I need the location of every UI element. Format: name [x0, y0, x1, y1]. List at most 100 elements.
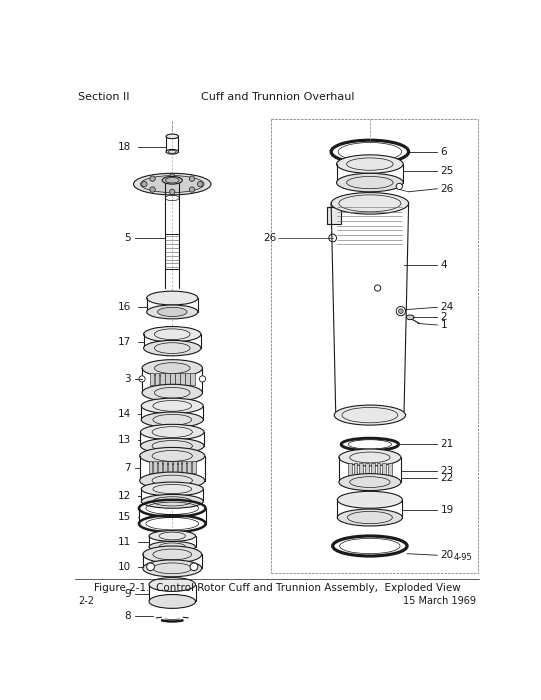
Ellipse shape [147, 291, 198, 305]
Circle shape [169, 174, 175, 179]
Ellipse shape [337, 155, 403, 174]
Ellipse shape [154, 363, 190, 374]
Bar [187, 461, 191, 473]
Bar [173, 461, 176, 473]
Ellipse shape [143, 340, 201, 356]
Ellipse shape [334, 405, 406, 425]
Text: 4: 4 [440, 260, 447, 270]
Circle shape [396, 307, 406, 316]
Bar [377, 463, 380, 477]
Circle shape [374, 285, 381, 291]
Ellipse shape [142, 384, 202, 401]
Ellipse shape [149, 578, 195, 592]
Text: 10: 10 [118, 562, 131, 572]
Bar [154, 461, 157, 473]
Bar [359, 463, 363, 477]
Bar [371, 463, 375, 477]
Bar [177, 461, 181, 473]
Bar [149, 461, 153, 473]
Text: 19: 19 [440, 505, 454, 514]
Bar [354, 463, 358, 477]
Ellipse shape [166, 134, 179, 139]
Circle shape [139, 376, 145, 382]
Ellipse shape [143, 546, 202, 563]
Ellipse shape [140, 472, 205, 489]
Text: 12: 12 [118, 491, 131, 501]
Text: Figure 2-1.  Control Rotor Cuff and Trunnion Assembly,  Exploded View: Figure 2-1. Control Rotor Cuff and Trunn… [94, 583, 461, 594]
Circle shape [142, 181, 147, 187]
Bar [150, 372, 154, 385]
Ellipse shape [338, 509, 403, 526]
Circle shape [189, 176, 195, 181]
Bar [168, 461, 172, 473]
Text: 9: 9 [124, 589, 131, 598]
Bar [160, 372, 164, 385]
Text: Section II: Section II [78, 92, 130, 102]
Text: Cuff and Trunnion Overhaul: Cuff and Trunnion Overhaul [201, 92, 354, 102]
Text: 23: 23 [440, 466, 454, 475]
Bar [365, 463, 369, 477]
Ellipse shape [149, 594, 195, 608]
Bar [159, 461, 162, 473]
Text: 15 March 1969: 15 March 1969 [403, 596, 476, 606]
Text: 26: 26 [263, 233, 277, 243]
Text: 22: 22 [440, 473, 454, 483]
Text: 5: 5 [124, 233, 131, 243]
Bar [382, 463, 386, 477]
Circle shape [197, 181, 203, 187]
Bar [348, 463, 352, 477]
Circle shape [169, 189, 175, 195]
Text: 18: 18 [118, 142, 131, 152]
Text: 16: 16 [118, 302, 131, 312]
Circle shape [189, 187, 195, 192]
Text: 7: 7 [124, 463, 131, 473]
Ellipse shape [141, 482, 203, 496]
Bar [155, 372, 160, 385]
Ellipse shape [149, 541, 195, 552]
Text: 26: 26 [440, 183, 454, 194]
Ellipse shape [141, 176, 204, 192]
Bar [170, 372, 175, 385]
Text: 25: 25 [440, 166, 454, 176]
Text: 11: 11 [118, 537, 131, 547]
Circle shape [190, 563, 198, 570]
Text: 24: 24 [440, 302, 454, 312]
Bar [165, 372, 169, 385]
Ellipse shape [142, 360, 202, 377]
Bar [182, 461, 186, 473]
Ellipse shape [147, 305, 198, 319]
Text: 21: 21 [440, 440, 454, 449]
Ellipse shape [141, 398, 203, 414]
Ellipse shape [134, 174, 211, 195]
Text: 3: 3 [124, 374, 131, 384]
Bar [388, 463, 392, 477]
Text: 2: 2 [440, 312, 447, 321]
Bar [163, 461, 167, 473]
Circle shape [396, 183, 403, 190]
Text: 4-95: 4-95 [453, 553, 472, 562]
Text: 8: 8 [124, 611, 131, 621]
Text: 14: 14 [118, 409, 131, 419]
Ellipse shape [165, 178, 179, 183]
Text: 17: 17 [118, 337, 131, 347]
Ellipse shape [406, 315, 414, 320]
Text: 1: 1 [440, 320, 447, 330]
Ellipse shape [162, 176, 182, 184]
Ellipse shape [339, 474, 401, 491]
Circle shape [147, 563, 154, 570]
Text: 20: 20 [440, 550, 453, 560]
Text: 2-2: 2-2 [78, 596, 95, 606]
Ellipse shape [331, 193, 408, 214]
Text: 13: 13 [118, 435, 131, 444]
Circle shape [150, 187, 155, 192]
Text: 6: 6 [440, 147, 447, 157]
Bar [175, 372, 180, 385]
Ellipse shape [140, 447, 205, 464]
Ellipse shape [141, 438, 204, 454]
Bar [180, 372, 184, 385]
Bar [185, 372, 190, 385]
Ellipse shape [166, 150, 179, 154]
Ellipse shape [141, 424, 204, 440]
Ellipse shape [339, 449, 401, 466]
Ellipse shape [149, 531, 195, 541]
